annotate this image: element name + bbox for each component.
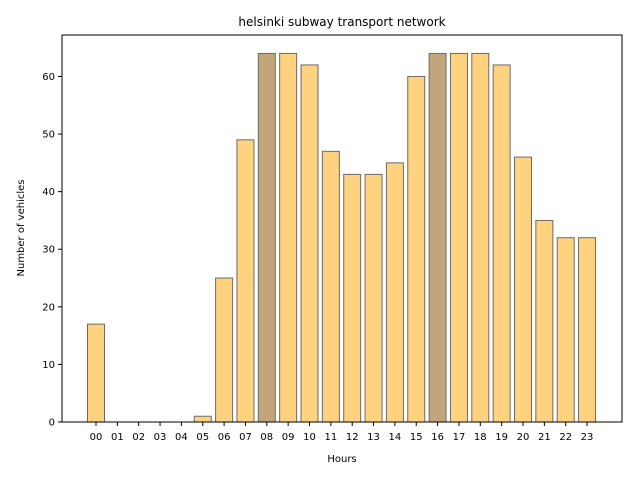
- x-tick-label: 20: [517, 432, 530, 443]
- bars: [87, 52, 597, 423]
- x-tick-label: 04: [175, 432, 188, 443]
- x-tick-label: 22: [559, 432, 572, 443]
- x-tick-label: 18: [474, 432, 487, 443]
- bar-23: [578, 237, 597, 423]
- x-tick-label: 10: [303, 432, 316, 443]
- y-tick-label: 40: [42, 187, 55, 198]
- bar-20: [514, 156, 532, 423]
- x-tick-label: 08: [260, 432, 273, 443]
- bar-19: [492, 64, 511, 423]
- bar-08: [257, 52, 276, 423]
- x-tick-label: 19: [495, 432, 508, 443]
- x-tick-label: 17: [453, 432, 466, 443]
- bar-09: [279, 52, 298, 423]
- x-tick-label: 12: [346, 432, 359, 443]
- bar-13: [364, 173, 383, 423]
- x-tick-label: 07: [239, 432, 252, 443]
- bar-12: [343, 173, 362, 423]
- x-tick-label: 01: [111, 432, 124, 443]
- bar-06: [215, 277, 234, 423]
- x-tick-label: 16: [431, 432, 444, 443]
- x-axis: 00 01 02 03 04 05 06 07 08 09 10 11 12 13 14 15 16 17 18 19…: [90, 422, 594, 443]
- x-tick-label: 02: [132, 432, 145, 443]
- bar-14: [385, 162, 404, 423]
- x-tick-label: 00: [90, 432, 103, 443]
- y-axis-label: Number of vehicles: [16, 180, 27, 277]
- y-tick-label: 50: [42, 130, 55, 141]
- chart-title: helsinki subway transport network: [238, 15, 445, 29]
- bar-15: [407, 75, 426, 423]
- bar-05: [193, 415, 212, 423]
- y-tick-label: 60: [42, 72, 55, 83]
- y-tick-label: 0: [49, 418, 55, 429]
- x-tick-label: 06: [218, 432, 231, 443]
- x-tick-label: 05: [196, 432, 209, 443]
- y-tick-label: 10: [42, 360, 55, 371]
- y-tick-label: 20: [42, 302, 55, 313]
- y-tick-label: 30: [42, 245, 55, 256]
- bar-21: [535, 219, 554, 423]
- bar-07: [236, 139, 255, 423]
- bar-17: [449, 52, 468, 423]
- bar-18: [471, 52, 490, 423]
- x-axis-label: Hours: [327, 454, 356, 465]
- y-axis: 0 10 20 30 40 50 60: [42, 72, 62, 429]
- x-tick-label: 23: [581, 432, 594, 443]
- plot-frame: [61, 34, 623, 423]
- x-tick-label: 15: [410, 432, 423, 443]
- bar-00: [87, 323, 105, 423]
- bar-10: [300, 64, 319, 423]
- x-tick-label: 13: [367, 432, 380, 443]
- x-tick-label: 14: [389, 432, 402, 443]
- x-tick-label: 11: [324, 432, 337, 443]
- x-tick-label: 03: [154, 432, 167, 443]
- x-tick-label: 21: [538, 432, 551, 443]
- bar-11: [321, 150, 340, 423]
- bar-22: [556, 237, 575, 423]
- x-tick-label: 09: [282, 432, 295, 443]
- bar-16: [428, 52, 447, 423]
